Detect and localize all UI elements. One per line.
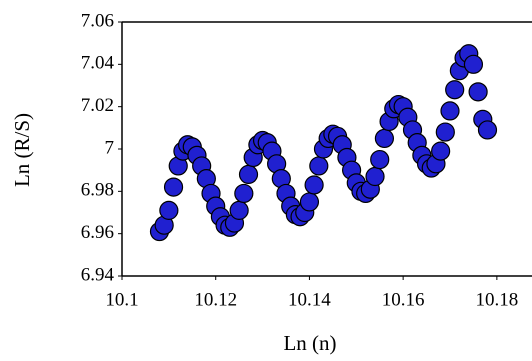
point (234, 183, 254, 204)
point (435, 122, 455, 142)
x-tick-label: 10.1 (105, 289, 138, 310)
x-tick-label: 10.14 (288, 289, 331, 310)
y-axis-title: Ln (R/S) (10, 113, 34, 187)
y-tick-label: 7.04 (81, 53, 115, 74)
point (463, 54, 484, 74)
y-tick-label: 7.06 (81, 10, 114, 31)
point (477, 120, 498, 140)
y-tick-label: 6.98 (81, 180, 114, 201)
x-tick-label: 10.18 (475, 289, 518, 310)
point (163, 177, 184, 197)
y-tick-label: 6.94 (81, 264, 115, 285)
point (238, 164, 259, 184)
point (445, 80, 465, 100)
y-tick-label: 6.96 (81, 222, 114, 243)
x-tick-label: 10.16 (382, 289, 425, 310)
point (468, 82, 488, 102)
point (440, 101, 460, 121)
point (431, 141, 451, 161)
y-tick-label: 7 (105, 137, 115, 158)
point (370, 149, 390, 170)
point (365, 166, 385, 187)
point (309, 156, 329, 176)
point (229, 200, 249, 220)
x-axis-title: Ln (n) (283, 331, 336, 355)
point (374, 128, 394, 149)
x-tick-label: 10.12 (194, 289, 237, 310)
y-tick-label: 7.02 (81, 95, 114, 116)
point (304, 175, 324, 195)
point (299, 192, 320, 212)
point (159, 200, 179, 220)
